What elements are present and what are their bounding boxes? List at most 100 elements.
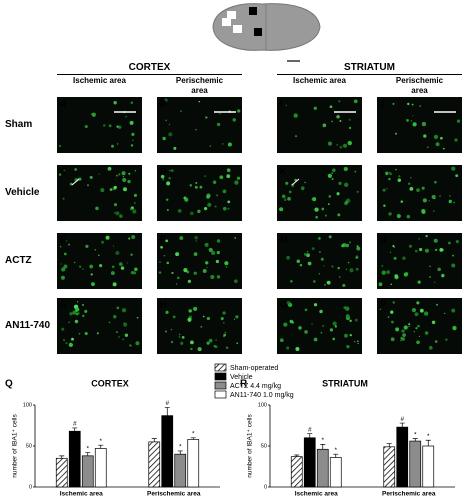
cell (128, 172, 131, 175)
cell (87, 184, 89, 187)
panel-letter: H (160, 299, 167, 309)
cell (175, 252, 180, 257)
cell (214, 205, 217, 208)
cell (285, 181, 289, 185)
cell (314, 207, 319, 212)
x-tick-label: Ischemic area (60, 491, 103, 498)
cell (72, 310, 77, 315)
cell (226, 174, 231, 179)
panel-letter: C (60, 166, 67, 176)
panel-letter: O (280, 299, 287, 309)
cell (180, 341, 184, 345)
cell (187, 317, 192, 322)
micrograph-bg (377, 233, 462, 289)
cell (345, 268, 348, 271)
cell (356, 246, 361, 251)
cell (348, 118, 351, 121)
cell (212, 180, 217, 185)
cell (202, 315, 205, 318)
cell (318, 237, 321, 240)
cell (434, 180, 437, 184)
y-tick-label: 100 (258, 402, 267, 408)
error-bar (85, 452, 91, 456)
cell (313, 280, 316, 283)
micrograph: I (277, 97, 362, 153)
cell (349, 319, 352, 323)
significance-marker: # (308, 426, 312, 433)
cell (115, 251, 120, 255)
cell (417, 280, 421, 284)
panel-letter: K (280, 166, 287, 176)
cell (383, 204, 386, 207)
cell (163, 254, 166, 257)
cell (355, 256, 358, 259)
cell (290, 280, 293, 283)
cell (454, 138, 458, 142)
cell (303, 252, 308, 256)
cell (357, 342, 359, 345)
cell (389, 172, 392, 176)
cell (60, 263, 62, 265)
cell (393, 256, 397, 260)
error-bar (386, 443, 392, 447)
cell (423, 311, 429, 316)
cell (84, 309, 88, 313)
x-tick-label: Perischemic area (382, 491, 436, 498)
cell (338, 181, 342, 185)
cell (113, 314, 117, 319)
section-title: CORTEX (128, 62, 171, 73)
cell (354, 170, 357, 173)
cell (306, 253, 310, 258)
cell (195, 240, 197, 242)
cell (287, 197, 291, 201)
cell (179, 236, 184, 240)
bar (55, 457, 68, 488)
cell (286, 300, 291, 305)
cell (189, 211, 194, 216)
cell (382, 188, 386, 192)
cell (322, 325, 324, 327)
cell (319, 309, 323, 314)
cell (164, 98, 168, 102)
cell (388, 171, 391, 174)
cell (327, 173, 332, 178)
significance-marker: * (86, 445, 89, 452)
cell (338, 100, 341, 103)
cell (339, 276, 341, 278)
cell (390, 310, 394, 314)
cell (445, 338, 448, 342)
cell (410, 120, 413, 122)
cell (321, 207, 325, 211)
row-label: Vehicle (5, 187, 40, 198)
bar (409, 440, 422, 488)
cell (235, 315, 239, 319)
y-tick-label: 50 (261, 443, 267, 449)
y-tick-label: 50 (26, 443, 32, 449)
cell (343, 166, 348, 172)
cell (123, 322, 128, 327)
cell (158, 271, 162, 274)
cell (69, 312, 73, 316)
cell (406, 214, 411, 219)
error-bar (59, 455, 65, 459)
cell (279, 207, 284, 212)
cell (339, 119, 342, 122)
cell (73, 261, 76, 264)
cell (81, 303, 85, 307)
brain-slice (212, 3, 321, 62)
cell (331, 265, 334, 268)
y-axis-title: number of IBA1⁺ cells (247, 414, 254, 478)
y-axis-title: number of IBA1⁺ cells (12, 414, 19, 478)
cell (425, 234, 428, 238)
section-rule (57, 74, 242, 75)
cell (197, 209, 201, 214)
section-title: STRIATUM (344, 62, 395, 73)
chart-title: CORTEX (91, 378, 129, 388)
bar (148, 441, 161, 488)
cell (108, 124, 112, 128)
bar (187, 439, 200, 488)
cell (456, 119, 461, 123)
cell (357, 340, 359, 342)
cell (193, 252, 198, 256)
